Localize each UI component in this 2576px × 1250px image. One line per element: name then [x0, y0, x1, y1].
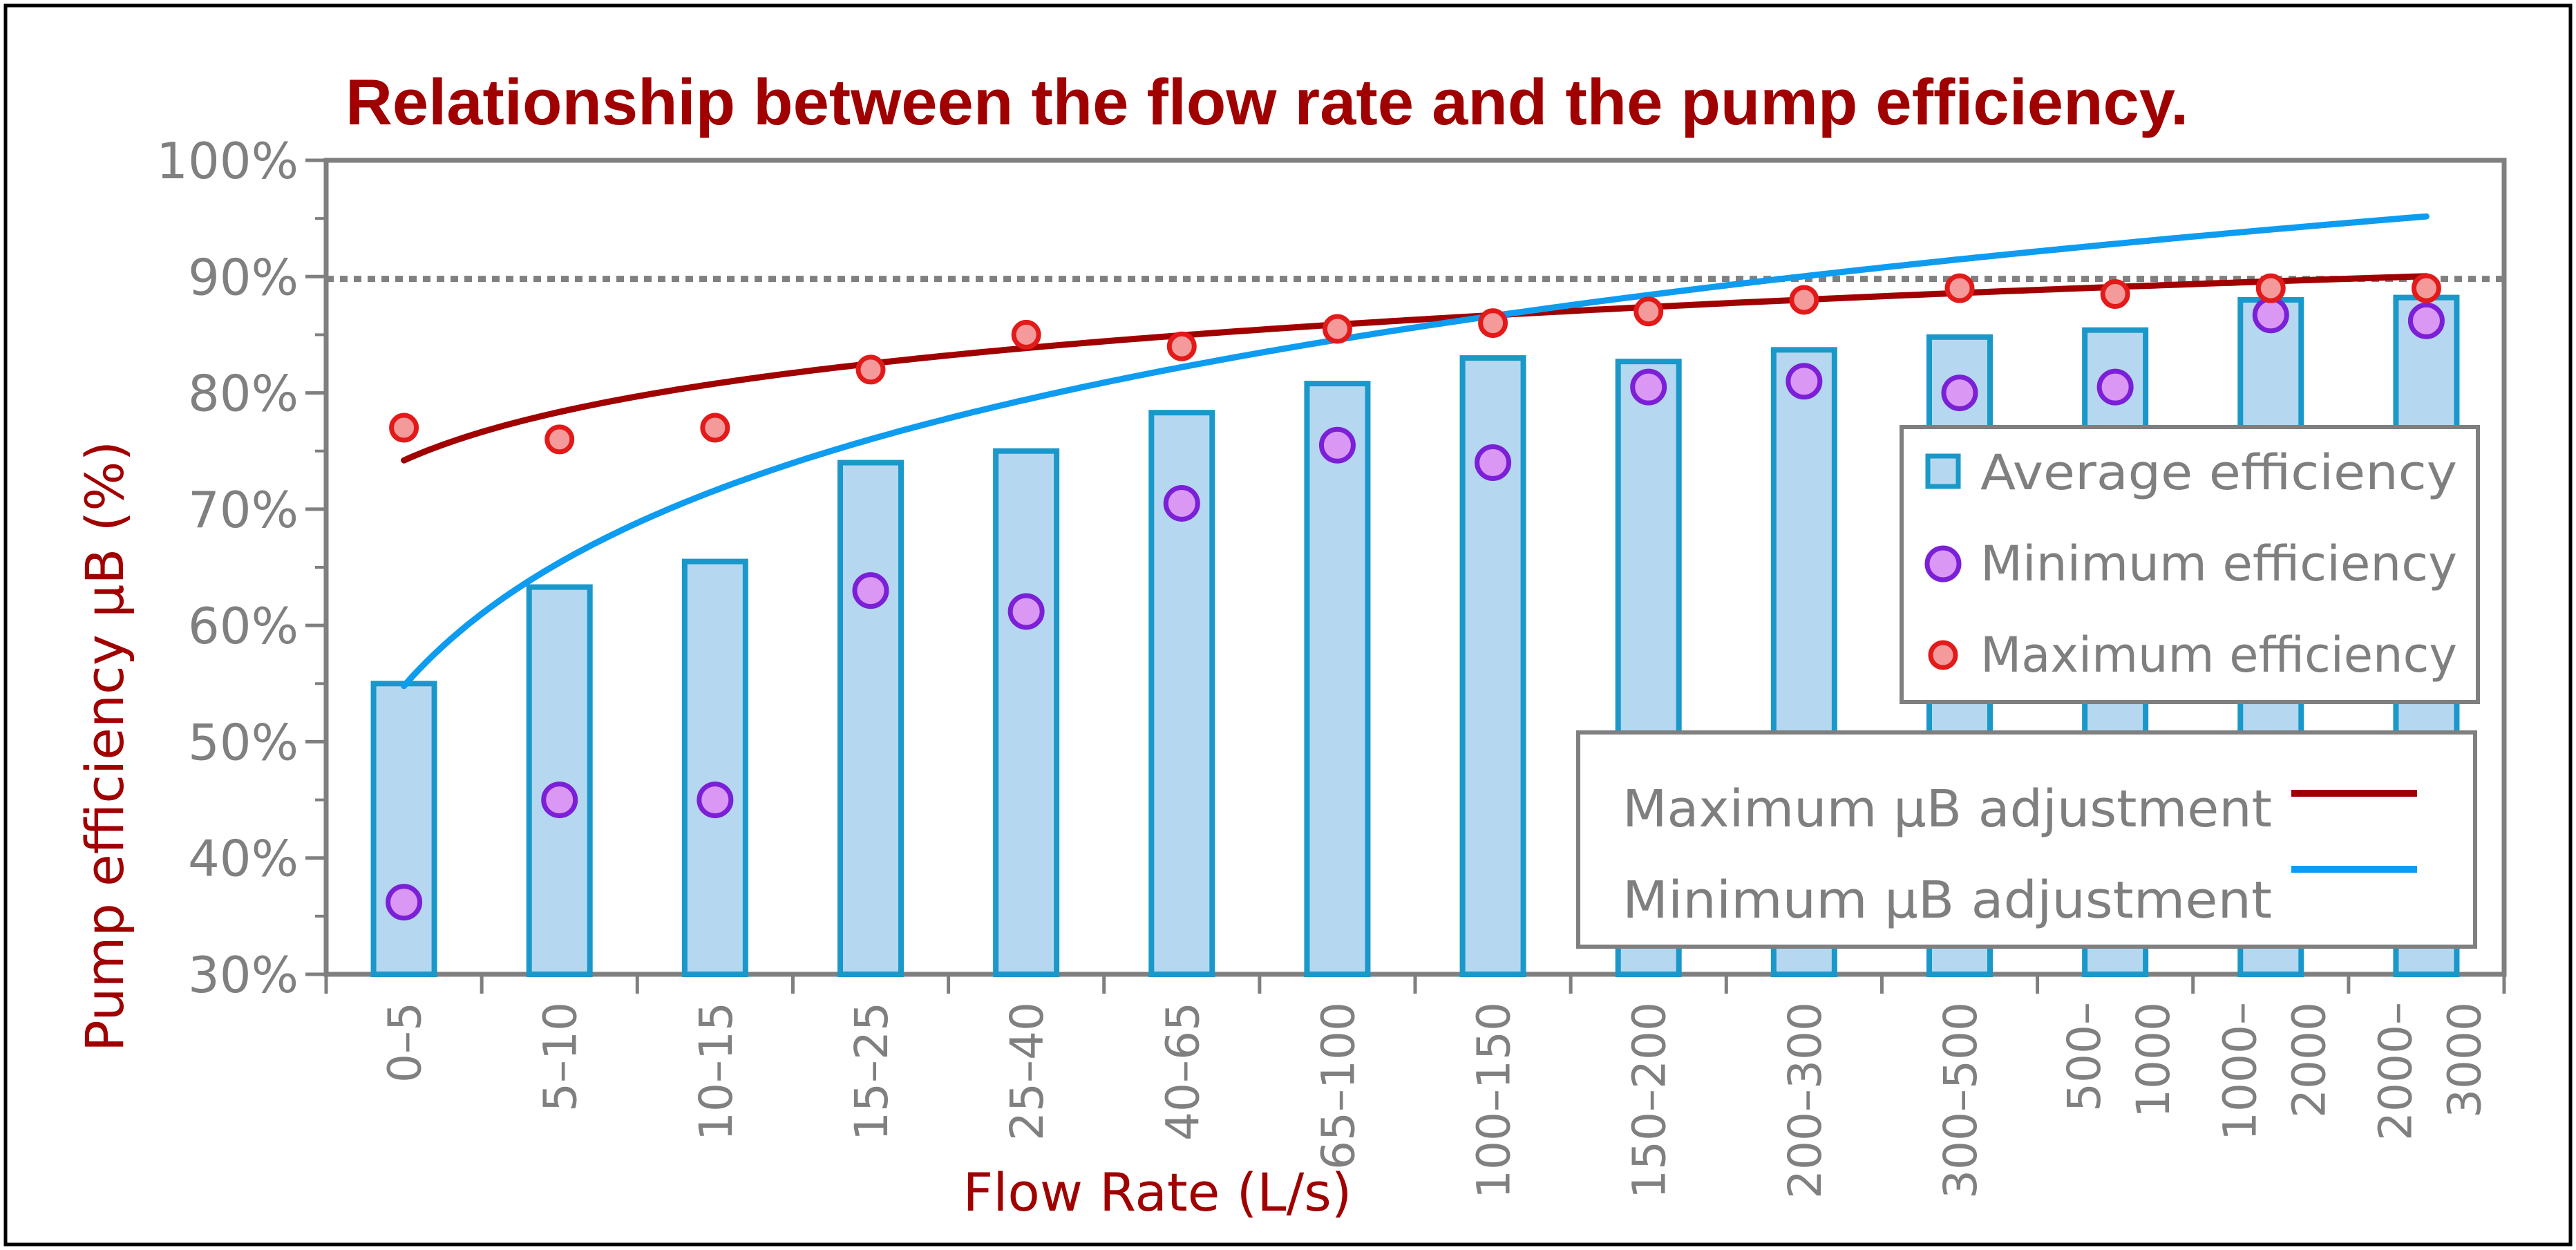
- minimum-efficiency-point: [1786, 363, 1823, 400]
- series-legend-label: Maximum efficiency: [1980, 627, 2457, 683]
- x-tick-label-line: 100–150: [1468, 1002, 1521, 1199]
- x-category-label: 25–40: [1001, 1002, 1054, 1141]
- x-category-label: 100–150: [1468, 1002, 1521, 1199]
- x-tick-label-line: 2000–: [2369, 1002, 2422, 1141]
- trend-legend-label: Maximum μB adjustment: [1622, 779, 2272, 839]
- x-category-label: 2000– 3000: [2369, 1002, 2491, 1141]
- series-legend: Average efficiency Minimum efficiency Maxi…: [1900, 425, 2480, 704]
- x-tick-label-line: 2000: [2282, 1002, 2336, 1118]
- x-category-label: 15–25: [845, 1002, 898, 1141]
- maximum-efficiency-point: [1789, 285, 1819, 315]
- minimum-efficiency-swatch: [1924, 545, 1962, 583]
- trend-legend: Maximum μB adjustment Minimum μB adjustme…: [1576, 730, 2477, 949]
- x-tick-label-line: 15–25: [845, 1002, 898, 1141]
- minimum-efficiency-point: [1007, 593, 1045, 630]
- x-tick-label-line: 10–15: [690, 1002, 743, 1141]
- x-axis: 0–5 5–10 10–15 15–25 25–40 40–65 65–100 100–150…: [324, 974, 2506, 1199]
- maximum-efficiency-point: [544, 424, 575, 455]
- x-tick-label-line: 25–40: [1001, 1002, 1054, 1141]
- x-category-label: 65–100: [1311, 1002, 1365, 1170]
- minimum-trend-line: [401, 213, 2430, 690]
- x-category-label: 150–200: [1623, 1002, 1676, 1199]
- chart-title: Relationship between the flow rate and t…: [345, 66, 2188, 138]
- minimum-efficiency-point: [852, 572, 889, 609]
- series-legend-box: [1900, 425, 2480, 704]
- x-tick-label-line: 5–10: [534, 1002, 587, 1112]
- x-tick-label-line: 65–100: [1311, 1002, 1365, 1170]
- y-tick-label: 40%: [188, 830, 299, 888]
- minimum-efficiency-point: [2252, 296, 2289, 334]
- maximum-series: [389, 273, 2441, 455]
- minimum-efficiency-point: [697, 782, 734, 819]
- y-tick-label: 60%: [188, 597, 299, 655]
- minimum-efficiency-point: [1163, 484, 1200, 522]
- y-axis-title: Pump efficiency μB (%): [74, 441, 135, 1052]
- minimum-efficiency-point: [2407, 302, 2445, 339]
- average-efficiency-bar: [993, 448, 1060, 977]
- maximum-efficiency-point: [2411, 273, 2441, 303]
- x-tick-label-line: 500–: [2058, 1002, 2111, 1112]
- maximum-efficiency-point: [1322, 314, 1352, 344]
- maximum-efficiency-point: [1944, 273, 1975, 303]
- y-tick-label: 80%: [188, 365, 299, 423]
- maximum-efficiency-swatch: [1928, 640, 1958, 670]
- y-tick-label: 90%: [188, 248, 299, 306]
- average-efficiency-bar: [681, 558, 748, 977]
- y-tick-label: 50%: [188, 713, 299, 771]
- average-efficiency-bar: [1304, 381, 1371, 977]
- x-tick-label-line: 40–65: [1156, 1002, 1209, 1141]
- minimum-efficiency-point: [1475, 444, 1512, 482]
- x-category-label: 200–300: [1779, 1002, 1832, 1199]
- trend-legend-label: Minimum μB adjustment: [1622, 871, 2272, 930]
- x-category-label: 10–15: [690, 1002, 743, 1141]
- x-axis-title: Flow Rate (L/s): [963, 1162, 1352, 1223]
- maximum-efficiency-point: [855, 354, 886, 385]
- x-category-label: 40–65: [1156, 1002, 1209, 1141]
- maximum-efficiency-point: [389, 413, 419, 443]
- maximum-efficiency-point: [1633, 296, 1664, 327]
- y-tick-label: 100%: [156, 132, 299, 190]
- outer-border: [3, 3, 2573, 1247]
- x-tick-label-line: 3000: [2438, 1002, 2491, 1118]
- y-tick-label: 70%: [188, 481, 299, 539]
- x-tick-label-line: 150–200: [1623, 1002, 1676, 1199]
- minimum-efficiency-point: [1630, 368, 1667, 406]
- minimum-efficiency-point: [541, 782, 578, 819]
- average-efficiency-bar: [526, 584, 593, 977]
- x-tick-label-line: 1000–: [2213, 1002, 2266, 1141]
- average-efficiency-swatch: [1925, 453, 1961, 489]
- y-axis: 30% 40% 50% 60% 70% 80% 90% 100%: [156, 132, 326, 1004]
- x-tick-label-line: 200–300: [1779, 1002, 1832, 1199]
- average-efficiency-bar: [370, 681, 437, 977]
- series-legend-label: Average efficiency: [1980, 444, 2457, 501]
- trend-legend-box: [1576, 730, 2477, 949]
- maximum-efficiency-point: [1011, 319, 1041, 350]
- maximum-trend-line: [401, 273, 2430, 464]
- x-category-label: 5–10: [534, 1002, 587, 1112]
- maximum-efficiency-point: [2100, 279, 2130, 310]
- minimum-efficiency-point: [1318, 426, 1356, 464]
- series-legend-label: Minimum efficiency: [1980, 536, 2457, 592]
- x-tick-label-line: 300–500: [1934, 1002, 1987, 1199]
- x-category-label: 500– 1000: [2058, 1002, 2180, 1118]
- x-category-label: 0–5: [379, 1002, 432, 1083]
- maximum-efficiency-point: [1478, 308, 1508, 339]
- minimum-efficiency-point: [1941, 375, 1978, 412]
- maximum-efficiency-point: [2255, 273, 2286, 303]
- y-tick-label: 30%: [188, 946, 299, 1004]
- average-efficiency-bar: [837, 460, 904, 977]
- trend-lines: [401, 213, 2430, 690]
- x-tick-label-line: 0–5: [379, 1002, 432, 1083]
- x-category-label: 300–500: [1934, 1002, 1987, 1199]
- x-tick-label-line: 1000: [2127, 1002, 2180, 1118]
- maximum-efficiency-point: [700, 413, 730, 443]
- minimum-efficiency-point: [386, 884, 423, 921]
- minimum-efficiency-point: [2096, 368, 2134, 406]
- maximum-efficiency-point: [1166, 331, 1197, 361]
- x-category-label: 1000– 2000: [2213, 1002, 2336, 1141]
